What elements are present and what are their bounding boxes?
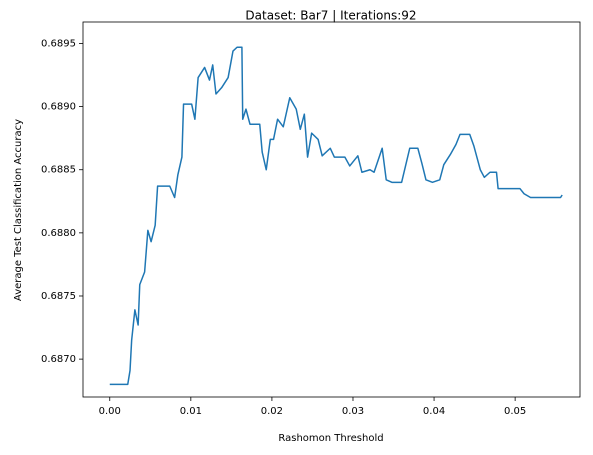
y-axis-label: Average Test Classification Accuracy	[13, 119, 24, 301]
y-tick-label: 0.6870	[41, 354, 76, 365]
y-tick-label: 0.6880	[41, 228, 76, 239]
y-tick-label: 0.6890	[41, 102, 76, 113]
y-tick-label: 0.6885	[41, 165, 76, 176]
x-tick-label: 0.02	[261, 406, 283, 417]
x-tick-label: 0.00	[99, 406, 121, 417]
plot-frame	[82, 21, 581, 398]
x-axis-label: Rashomon Threshold	[278, 433, 383, 444]
x-tick-label: 0.03	[342, 406, 364, 417]
y-tick-label: 0.6875	[41, 291, 76, 302]
x-tick-label: 0.05	[504, 406, 526, 417]
y-tick-label: 0.6895	[41, 38, 76, 49]
data-line	[109, 46, 563, 386]
x-tick-label: 0.04	[423, 406, 445, 417]
x-tick-label: 0.01	[180, 406, 202, 417]
chart-title: Dataset: Bar7 | Iterations:92	[245, 9, 416, 23]
